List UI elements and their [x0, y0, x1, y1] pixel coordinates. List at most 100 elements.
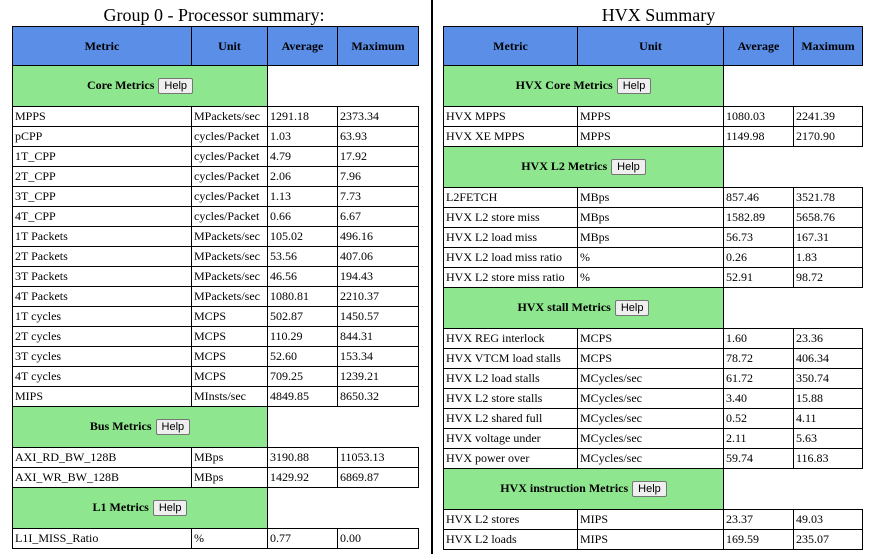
help-button-bus-metrics[interactable]: Help — [155, 419, 191, 436]
table-row: 1T_CPP cycles/Packet 4.79 17.92 — [12, 146, 419, 167]
section-title: HVX instruction Metrics — [500, 480, 629, 495]
section-row-bus-metrics: Bus Metrics Help — [12, 406, 419, 448]
maximum-cell: 63.93 — [337, 126, 419, 147]
maximum-cell: 2170.90 — [793, 126, 863, 147]
table-row: HVX power over MCycles/sec 59.74 116.83 — [443, 448, 863, 469]
metric-cell: 3T_CPP — [12, 186, 192, 207]
column-header-average: Average — [723, 26, 794, 66]
maximum-cell: 5658.76 — [793, 207, 863, 228]
metric-cell: HVX L2 store miss ratio — [443, 267, 578, 288]
column-header-metric: Metric — [12, 26, 192, 66]
average-cell: 53.56 — [267, 246, 338, 267]
help-button-hvx-instruction-metrics[interactable]: Help — [632, 481, 667, 498]
section-row-hvx-core-metrics: HVX Core Metrics Help — [443, 65, 863, 107]
help-button-hvx-l2-metrics[interactable]: Help — [611, 159, 646, 176]
maximum-cell: 3521.78 — [793, 187, 863, 208]
maximum-cell: 1.83 — [793, 247, 863, 268]
table-row: 2T Packets MPackets/sec 53.56 407.06 — [12, 246, 419, 267]
section-row-hvx-instruction-metrics: HVX instruction Metrics Help — [443, 468, 863, 510]
metric-cell: HVX MPPS — [443, 106, 578, 127]
column-header-maximum: Maximum — [793, 26, 863, 66]
column-header-unit: Unit — [191, 26, 268, 66]
average-cell: 0.52 — [723, 408, 794, 429]
section-spacer — [267, 65, 419, 107]
section-header: HVX L2 Metrics Help — [443, 146, 724, 188]
section-row-l1-metrics: L1 Metrics Help — [12, 487, 419, 529]
table-row: HVX L2 shared full MCycles/sec 0.52 4.11 — [443, 408, 863, 429]
unit-cell: MPackets/sec — [191, 226, 268, 247]
metric-cell: 3T Packets — [12, 266, 192, 287]
metric-cell: HVX L2 load stalls — [443, 368, 578, 389]
maximum-cell: 2241.39 — [793, 106, 863, 127]
section-spacer — [267, 487, 419, 529]
average-cell: 110.29 — [267, 326, 338, 347]
average-cell: 1.03 — [267, 126, 338, 147]
section-header: HVX instruction Metrics Help — [443, 468, 724, 510]
table-header-row: Metric Unit Average Maximum — [12, 26, 419, 66]
average-cell: 857.46 — [723, 187, 794, 208]
column-header-metric: Metric — [443, 26, 578, 66]
table-row: MPPS MPackets/sec 1291.18 2373.34 — [12, 106, 419, 127]
section-title: HVX Core Metrics — [515, 77, 613, 92]
metric-cell: L1I_MISS_Ratio — [12, 528, 192, 549]
section-spacer — [723, 146, 863, 188]
table-row: 1T Packets MPackets/sec 105.02 496.16 — [12, 226, 419, 247]
maximum-cell: 1450.57 — [337, 306, 419, 327]
metric-cell: HVX VTCM load stalls — [443, 348, 578, 369]
unit-cell: MPackets/sec — [191, 286, 268, 307]
column-header-maximum: Maximum — [337, 26, 419, 66]
unit-cell: MCPS — [577, 328, 724, 349]
unit-cell: cycles/Packet — [191, 166, 268, 187]
unit-cell: MPackets/sec — [191, 106, 268, 127]
average-cell: 105.02 — [267, 226, 338, 247]
help-button-l1-metrics[interactable]: Help — [152, 500, 188, 517]
unit-cell: % — [577, 247, 724, 268]
metric-cell: HVX L2 store miss — [443, 207, 578, 228]
table-row: HVX VTCM load stalls MCPS 78.72 406.34 — [443, 348, 863, 369]
average-cell: 709.25 — [267, 366, 338, 387]
unit-cell: MCycles/sec — [577, 408, 724, 429]
table-row: HVX L2 load stalls MCycles/sec 61.72 350.74 — [443, 368, 863, 389]
average-cell: 56.73 — [723, 227, 794, 248]
metric-cell: HVX L2 loads — [443, 529, 578, 550]
section-header: HVX Core Metrics Help — [443, 65, 724, 107]
unit-cell: MIPS — [577, 509, 724, 530]
table-row: 4T_CPP cycles/Packet 0.66 6.67 — [12, 206, 419, 227]
unit-cell: MBps — [191, 447, 268, 468]
table-row: HVX L2 store miss ratio% 52.91 98.72 — [443, 267, 863, 288]
help-button-hvx-stall-metrics[interactable]: Help — [614, 300, 650, 317]
table-row: HVX L2 store stalls MCycles/sec 3.40 15.88 — [443, 388, 863, 409]
table-row: HVX XE MPPS MPPS 1149.98 2170.90 — [443, 126, 863, 147]
maximum-cell: 0.00 — [337, 528, 419, 549]
help-button-hvx-core-metrics[interactable]: Help — [616, 78, 652, 95]
maximum-cell: 8650.32 — [337, 386, 419, 407]
metric-cell: 2T_CPP — [12, 166, 192, 187]
processor-summary-table: Metric Unit Average Maximum Core Metrics Help… — [12, 26, 419, 549]
maximum-cell: 235.07 — [793, 529, 863, 550]
unit-cell: cycles/Packet — [191, 146, 268, 167]
maximum-cell: 350.74 — [793, 368, 863, 389]
maximum-cell: 153.34 — [337, 346, 419, 367]
section-header: HVX stall Metrics Help — [443, 287, 724, 329]
metric-cell: MIPS — [12, 386, 192, 407]
unit-cell: MInsts/sec — [191, 386, 268, 407]
metric-cell: HVX L2 load miss ratio — [443, 247, 578, 268]
maximum-cell: 2210.37 — [337, 286, 419, 307]
maximum-cell: 15.88 — [793, 388, 863, 409]
average-cell: 2.11 — [723, 428, 794, 449]
table-row: 1T cycles MCPS 502.87 1450.57 — [12, 306, 419, 327]
section-title: Bus Metrics — [89, 418, 152, 433]
unit-cell: cycles/Packet — [191, 126, 268, 147]
section-title: Core Metrics — [86, 77, 155, 92]
metric-cell: HVX voltage under — [443, 428, 578, 449]
average-cell: 52.60 — [267, 346, 338, 367]
section-row-core-metrics: Core Metrics Help — [12, 65, 419, 107]
metric-cell: 1T_CPP — [12, 146, 192, 167]
metric-cell: 4T cycles — [12, 366, 192, 387]
unit-cell: MBps — [577, 207, 724, 228]
section-row-hvx-l2-metrics: HVX L2 Metrics Help — [443, 146, 863, 188]
help-button-core-metrics[interactable]: Help — [158, 78, 194, 95]
maximum-cell: 2373.34 — [337, 106, 419, 127]
unit-cell: MPPS — [577, 126, 724, 147]
maximum-cell: 406.34 — [793, 348, 863, 369]
